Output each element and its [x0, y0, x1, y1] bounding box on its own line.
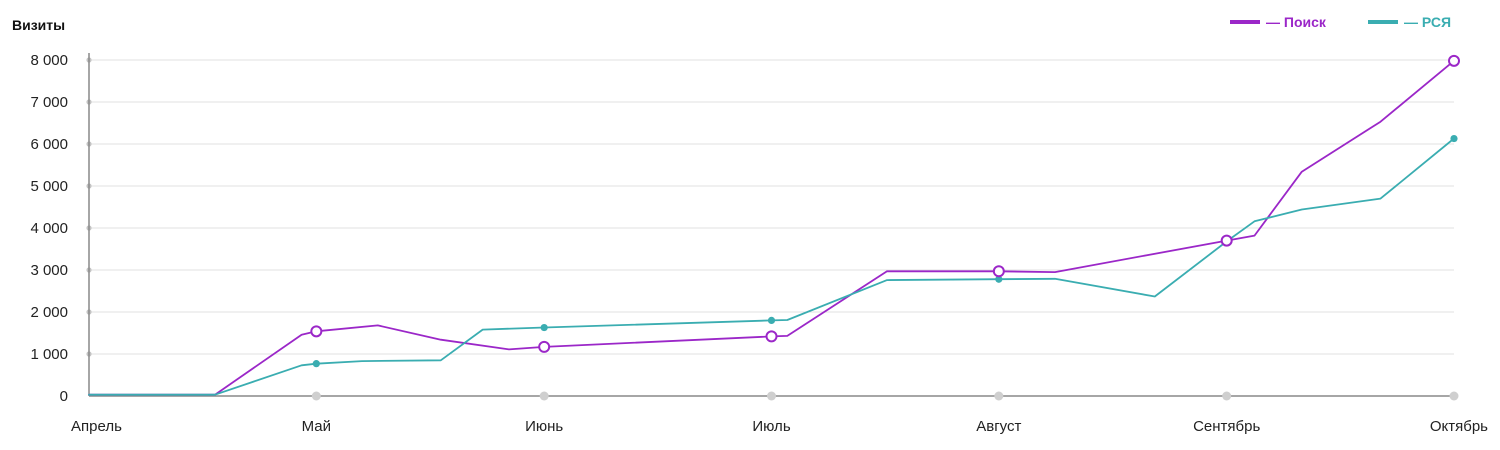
- y-axis-label: Визиты: [12, 17, 65, 33]
- legend-label[interactable]: — РСЯ: [1404, 14, 1451, 30]
- legend-swatch: [1230, 20, 1260, 24]
- y-tick-label: 6 000: [30, 136, 68, 153]
- x-tick-label: Октябрь: [1430, 418, 1488, 435]
- series-line-1: [88, 137, 1455, 396]
- x-tick-label: Сентябрь: [1193, 418, 1260, 435]
- x-axis-dot: [1222, 391, 1232, 401]
- data-point-poisk[interactable]: [310, 325, 323, 338]
- x-tick-label: Август: [976, 418, 1021, 435]
- data-point-poisk[interactable]: [765, 330, 778, 343]
- axes: [86, 53, 1459, 401]
- y-tick-label: 7 000: [30, 94, 68, 111]
- y-tick-label: 5 000: [30, 178, 68, 195]
- data-point-poisk[interactable]: [1448, 54, 1460, 67]
- tick-labels: 0 1 000 2 000 3 000 4 000 5 000 6 000 7 000 8 00…: [30, 52, 1488, 435]
- x-tick-label: Май: [302, 418, 331, 435]
- marker-layer: [310, 54, 1460, 368]
- x-axis-dot: [311, 391, 321, 401]
- y-tick-label: 2 000: [30, 304, 68, 321]
- grid-lines: [89, 59, 1454, 355]
- data-point-rsya[interactable]: [767, 316, 776, 324]
- x-axis-dot: [767, 391, 776, 401]
- data-point-poisk[interactable]: [1220, 234, 1233, 247]
- y-tick-label: 4 000: [30, 220, 68, 237]
- legend-swatch: [1368, 20, 1398, 24]
- y-tick-label: 8 000: [30, 52, 68, 69]
- data-point-rsya[interactable]: [312, 360, 320, 368]
- y-tick-label: 0: [60, 388, 68, 405]
- data-point-rsya[interactable]: [540, 323, 548, 332]
- x-tick-label: Апрель: [71, 418, 122, 435]
- y-tick-label: 1 000: [30, 346, 68, 363]
- y-tick-label: 3 000: [30, 262, 68, 279]
- x-axis-dot: [539, 391, 549, 401]
- x-axis-dot: [1449, 391, 1459, 401]
- data-point-poisk[interactable]: [538, 340, 551, 353]
- x-axis-dot: [994, 391, 1004, 401]
- legend-label[interactable]: — Поиск: [1266, 14, 1327, 30]
- x-tick-label: Июль: [752, 418, 790, 435]
- data-point-poisk[interactable]: [992, 265, 1005, 278]
- x-tick-label: Июнь: [525, 418, 563, 435]
- legend[interactable]: — Поиск — РСЯ: [1230, 14, 1451, 30]
- data-point-rsya[interactable]: [995, 275, 1003, 283]
- data-point-rsya[interactable]: [1450, 134, 1458, 143]
